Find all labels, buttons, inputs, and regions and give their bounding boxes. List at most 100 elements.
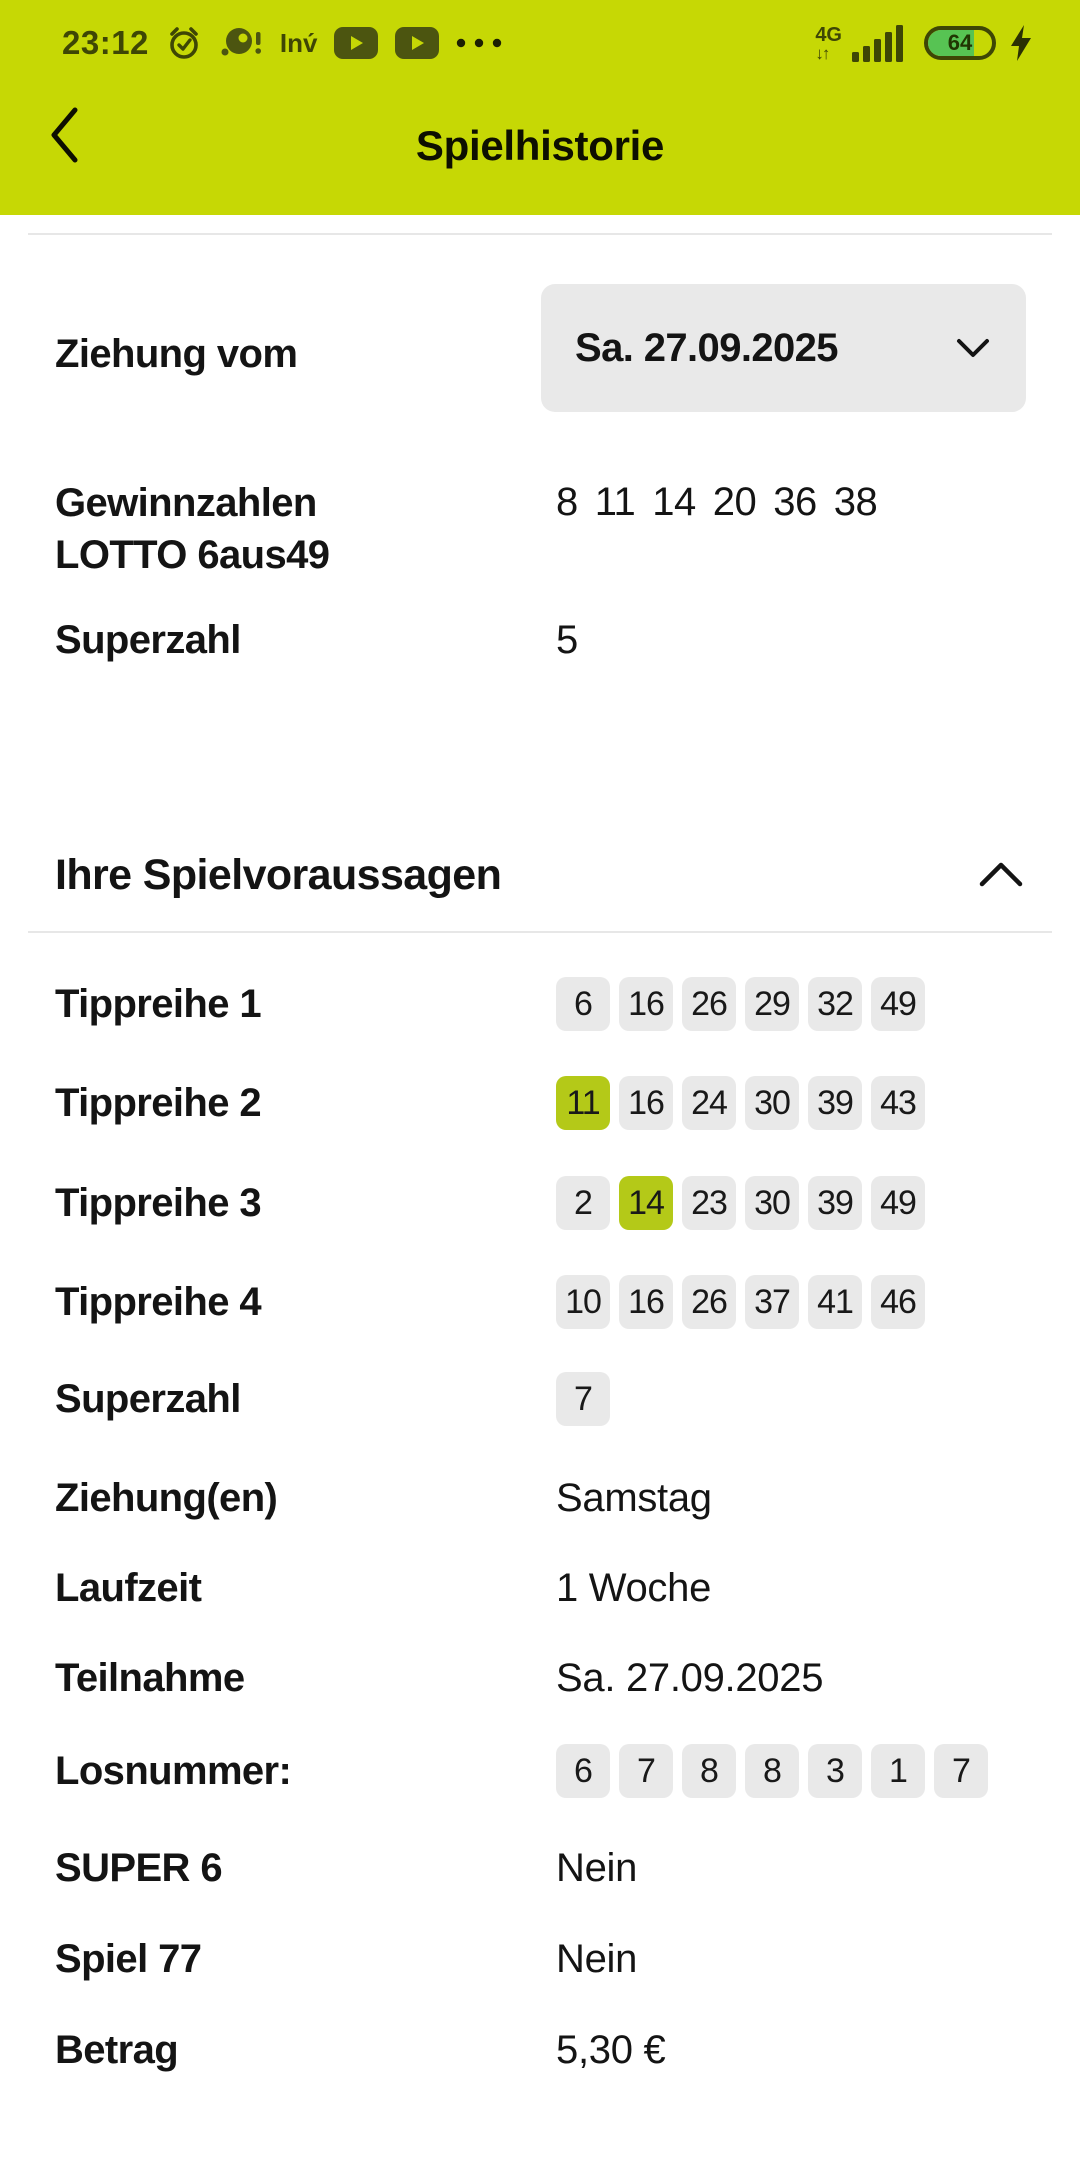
draw-date-dropdown[interactable]: Sa. 27.09.2025 [541, 284, 1026, 412]
chevron-up-icon [979, 862, 1023, 887]
winning-number: 8 [556, 480, 578, 524]
extra-value: 5,30 € [556, 2028, 666, 2072]
data-arrows-icon: ↓↑ [815, 43, 830, 63]
battery-icon: 64 [924, 26, 996, 60]
status-bar-right: 4G ↓↑ 64 [815, 22, 1034, 64]
status-bar: 23:12 Inv́ [0, 0, 1080, 76]
number-chip: 49 [871, 977, 925, 1031]
number-chip: 30 [745, 1076, 799, 1130]
number-chip: 6 [556, 977, 610, 1031]
extra-label: SUPER 6 [55, 1846, 223, 1890]
number-chip: 23 [682, 1176, 736, 1230]
number-chip: 16 [619, 977, 673, 1031]
number-chip: 30 [745, 1176, 799, 1230]
tipprow-numbers: 2 14 23 30 39 49 [556, 1176, 925, 1230]
losnummer-label: Losnummer: [55, 1749, 292, 1793]
number-chip: 39 [808, 1076, 862, 1130]
tipprow-label: Tippreihe 2 [55, 1081, 262, 1125]
number-chip: 8 [745, 1744, 799, 1798]
detail-label: Teilnahme [55, 1656, 245, 1700]
chevron-left-icon [51, 107, 78, 163]
number-chip: 14 [619, 1176, 673, 1230]
winning-numbers: 8 11 14 20 36 38 [556, 478, 878, 526]
tipprow-numbers: 11 16 24 30 39 43 [556, 1076, 925, 1130]
detail-value: Sa. 27.09.2025 [556, 1656, 824, 1700]
divider [28, 233, 1052, 235]
draw-superzahl-label: Superzahl [55, 618, 241, 662]
extra-label: Betrag [55, 2028, 179, 2072]
number-chip: 16 [619, 1076, 673, 1130]
number-chip: 26 [682, 1275, 736, 1329]
number-chip: 41 [808, 1275, 862, 1329]
number-chip: 49 [871, 1176, 925, 1230]
winning-number: 38 [833, 480, 878, 524]
number-chip: 7 [934, 1744, 988, 1798]
number-chip: 7 [619, 1744, 673, 1798]
number-chip: 8 [682, 1744, 736, 1798]
number-chip: 46 [871, 1275, 925, 1329]
number-chip: 24 [682, 1076, 736, 1130]
draw-date-value: Sa. 27.09.2025 [575, 325, 839, 370]
extra-label: Spiel 77 [55, 1937, 202, 1981]
number-chip: 2 [556, 1176, 610, 1230]
number-chip: 1 [871, 1744, 925, 1798]
detail-value: 1 Woche [556, 1566, 712, 1610]
winning-number: 20 [712, 480, 757, 524]
winning-number: 36 [773, 480, 817, 524]
number-chip: 7 [556, 1372, 610, 1426]
collapse-section-button[interactable] [974, 856, 1028, 895]
tipprow-label: Tippreihe 1 [55, 982, 262, 1026]
draw-date-label: Ziehung vom [55, 332, 298, 376]
detail-label: Laufzeit [55, 1566, 202, 1610]
prediction-superzahl-chip: 7 [556, 1372, 610, 1426]
tipprow-label: Tippreihe 3 [55, 1181, 262, 1225]
video-play-icon [395, 27, 440, 59]
signal-strength-icon [852, 25, 903, 62]
number-chip: 32 [808, 977, 862, 1031]
number-chip: 26 [682, 977, 736, 1031]
number-chip: 3 [808, 1744, 862, 1798]
app-abbrev-label: Inv́ [279, 27, 318, 58]
winning-number: 11 [594, 480, 636, 524]
number-chip: 10 [556, 1275, 610, 1329]
notification-icon [221, 28, 261, 56]
number-chip: 29 [745, 977, 799, 1031]
detail-label: Ziehung(en) [55, 1476, 278, 1520]
extra-value: Nein [556, 1937, 638, 1981]
battery-fill [928, 30, 975, 56]
number-chip: 39 [808, 1176, 862, 1230]
draw-superzahl-value: 5 [556, 618, 578, 662]
tipprow-numbers: 10 16 26 37 41 46 [556, 1275, 925, 1329]
divider [28, 931, 1052, 933]
number-chip: 16 [619, 1275, 673, 1329]
header-background: 23:12 Inv́ [0, 0, 1080, 215]
charging-icon [1011, 25, 1031, 61]
network-type: 4G ↓↑ [815, 25, 842, 62]
battery-percent: 64 [947, 30, 973, 55]
more-notifications-icon [457, 38, 502, 48]
number-chip: 37 [745, 1275, 799, 1329]
back-button[interactable] [44, 102, 84, 168]
video-play-icon [334, 27, 379, 59]
app-bar: Spielhistorie [0, 76, 1080, 215]
page-title: Spielhistorie [415, 121, 665, 169]
detail-value: Samstag [556, 1476, 712, 1520]
clock-time: 23:12 [62, 24, 149, 61]
number-chip: 6 [556, 1744, 610, 1798]
number-chip: 43 [871, 1076, 925, 1130]
predictions-section-title: Ihre Spielvoraussagen [55, 851, 502, 899]
winning-numbers-label: Gewinnzahlen LOTTO 6aus49 [55, 477, 330, 581]
network-type-label: 4G [815, 23, 842, 46]
winning-numbers-label-line1: Gewinnzahlen [55, 481, 317, 525]
winning-numbers-label-line2: LOTTO 6aus49 [55, 533, 330, 577]
extra-value: Nein [556, 1846, 638, 1890]
chevron-down-icon [957, 339, 989, 357]
status-bar-left: 23:12 Inv́ [62, 24, 504, 62]
winning-number: 14 [652, 480, 696, 524]
tipprow-label: Tippreihe 4 [55, 1280, 262, 1324]
tipprow-numbers: 6 16 26 29 32 49 [556, 977, 925, 1031]
number-chip: 11 [556, 1076, 610, 1130]
prediction-superzahl-label: Superzahl [55, 1377, 241, 1421]
